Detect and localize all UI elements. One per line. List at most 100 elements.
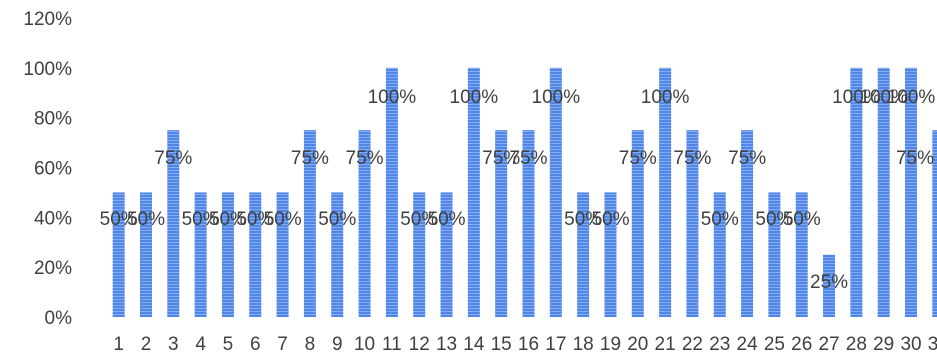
y-tick-label: 20% [34,258,72,279]
x-tick-label: 6 [250,334,261,355]
x-tick-label: 25 [764,334,785,355]
bar [768,192,781,317]
bar [167,130,180,317]
bar [604,192,617,317]
x-tick-label: 14 [463,334,485,355]
y-tick-label: 60% [34,159,72,180]
bar [249,192,262,317]
data-label: 100% [832,87,881,108]
bar [850,67,863,317]
data-label: 50% [236,209,274,230]
x-tick-label: 3 [168,334,179,355]
bar [495,130,508,317]
data-label: 50% [591,209,629,230]
x-tick-label: 26 [791,334,812,355]
bar [303,130,316,317]
x-tick-label: 28 [846,334,867,355]
data-label: 75% [896,148,934,169]
bar [795,192,808,317]
y-tick-label: 0% [45,308,73,329]
x-tick-label: 17 [545,334,566,355]
x-tick-label: 27 [818,334,839,355]
x-tick-label: 22 [682,334,703,355]
x-tick-label: 12 [409,334,430,355]
x-tick-label: 1 [113,334,124,355]
data-label: 75% [482,148,520,169]
data-label: 50% [428,209,466,230]
bar [467,67,480,317]
data-label: 50% [209,209,247,230]
x-tick-label: 10 [354,334,375,355]
bar [823,254,836,317]
data-label: 75% [509,148,547,169]
data-label: 50% [182,209,220,230]
data-labels: 50%50%75%50%50%50%50%75%50%75%100%50%50%… [100,87,936,293]
data-label: 100% [887,87,936,108]
x-tick-label: 15 [491,334,512,355]
x-tick-label: 31 [928,334,937,355]
data-label: 50% [783,209,821,230]
data-label: 75% [619,148,657,169]
x-tick-label: 19 [600,334,621,355]
x-tick-label: 2 [141,334,152,355]
bar [577,192,590,317]
x-axis: 1 2 3 4 5 6 7 8 9 10 11 12 13 14 15 16 17 18 19 20 21 22 23 24 2… [113,334,937,355]
bar [358,130,371,317]
data-label: 75% [346,148,384,169]
bar [385,67,398,317]
x-tick-label: 23 [709,334,730,355]
x-tick-label: 11 [382,334,402,355]
bar [905,67,918,317]
y-axis: 0% 20% 40% 60% 80% 100% 120% [23,9,72,329]
data-label: 100% [641,87,690,108]
data-label: 75% [728,148,766,169]
data-label: 75% [154,148,192,169]
x-tick-label: 5 [223,334,234,355]
data-label: 50% [755,209,793,230]
data-label: 50% [318,209,356,230]
x-tick-label: 8 [305,334,316,355]
bar [440,192,453,317]
data-label: 50% [564,209,602,230]
bar [549,67,562,317]
data-label: 100% [368,87,417,108]
bar [659,67,672,317]
data-label: 50% [100,209,138,230]
x-tick-label: 16 [518,334,539,355]
bar [413,192,426,317]
bar [194,192,207,317]
bar [713,192,726,317]
data-label: 100% [450,87,499,108]
data-label: 25% [810,272,848,293]
x-tick-label: 13 [436,334,457,355]
x-tick-label: 4 [195,334,206,355]
x-tick-label: 21 [655,334,676,355]
x-tick-label: 30 [900,334,921,355]
bars [112,67,937,317]
x-tick-label: 20 [627,334,648,355]
bar [112,192,125,317]
y-tick-label: 100% [23,59,72,80]
y-tick-label: 40% [34,208,72,229]
bar [631,130,644,317]
data-label: 50% [264,209,302,230]
bar [932,130,937,317]
bar [276,192,289,317]
data-label: 75% [291,148,329,169]
bar [877,67,890,317]
data-label: 50% [701,209,739,230]
data-label: 75% [673,148,711,169]
x-tick-label: 9 [332,334,343,355]
x-tick-label: 24 [737,334,759,355]
data-label: 100% [859,87,908,108]
x-tick-label: 18 [573,334,594,355]
bar [522,130,535,317]
y-tick-label: 80% [34,109,72,130]
x-tick-label: 29 [873,334,894,355]
x-tick-label: 7 [277,334,288,355]
data-label: 50% [127,209,165,230]
bar [139,192,152,317]
data-label: 100% [532,87,581,108]
